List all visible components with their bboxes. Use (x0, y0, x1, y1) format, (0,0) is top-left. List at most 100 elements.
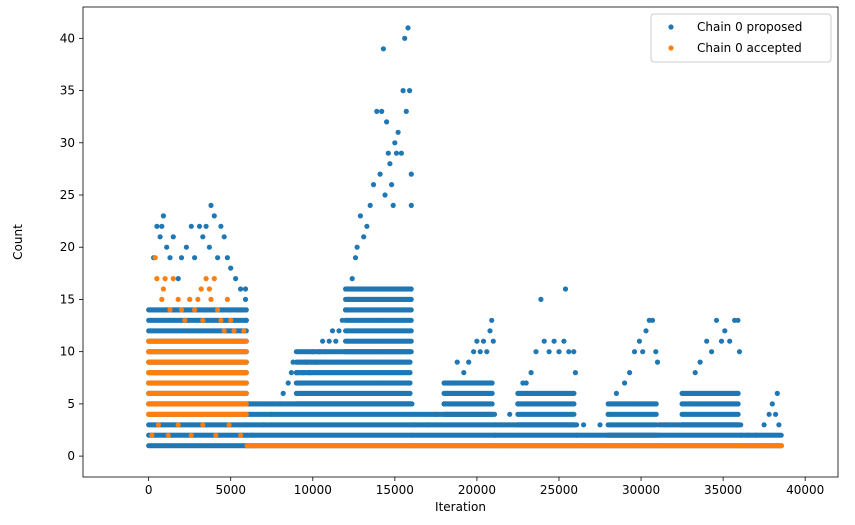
plot-frame (82, 6, 839, 478)
accepted-point (182, 317, 188, 323)
proposed-point (323, 349, 329, 355)
proposed-point (649, 317, 656, 323)
proposed-point (154, 223, 160, 229)
proposed-point (551, 338, 557, 344)
accepted-point (224, 296, 230, 302)
proposed-point (408, 296, 414, 302)
proposed-point (718, 338, 725, 344)
x-axis: 0 5000 10000 15000 20000 25000 30000 35000 40000 (145, 477, 824, 497)
accepted-point (243, 370, 249, 376)
accepted-point (236, 338, 242, 344)
accepted-point (243, 359, 249, 365)
proposed-point (489, 401, 495, 407)
accepted-point (208, 296, 214, 302)
y-tick-label: 30 (60, 136, 75, 150)
proposed-point (425, 422, 431, 428)
proposed-point (773, 411, 779, 417)
proposed-point (407, 359, 413, 365)
proposed-point (653, 349, 659, 355)
proposed-point (735, 390, 741, 396)
plot-area (146, 25, 785, 449)
proposed-point (735, 411, 741, 417)
proposed-point (640, 349, 646, 355)
proposed-point (398, 150, 404, 156)
accepted-point (160, 286, 166, 292)
proposed-point (196, 223, 203, 229)
accepted-point (243, 390, 249, 396)
proposed-point (408, 317, 414, 323)
proposed-point (778, 432, 784, 438)
proposed-point (285, 380, 291, 386)
proposed-point (489, 380, 495, 386)
legend-label-proposed: Chain 0 proposed (697, 20, 802, 34)
y-tick-label: 0 (67, 449, 75, 463)
proposed-point (280, 390, 286, 396)
proposed-point (454, 359, 460, 365)
proposed-point (361, 234, 367, 240)
proposed-point (489, 317, 495, 323)
proposed-point (477, 349, 483, 355)
accepted-point (155, 422, 162, 428)
proposed-point (541, 338, 547, 344)
proposed-point (384, 119, 390, 125)
proposed-point (382, 192, 388, 198)
proposed-point (528, 370, 534, 376)
proposed-point (433, 411, 439, 417)
proposed-point (392, 140, 398, 146)
proposed-point (562, 286, 569, 292)
accepted-point (213, 432, 219, 438)
proposed-point (343, 307, 349, 313)
proposed-point (346, 296, 352, 302)
proposed-point (339, 317, 345, 323)
proposed-point (387, 161, 393, 167)
accepted-point (243, 411, 249, 417)
proposed-point (242, 286, 249, 292)
proposed-point (370, 182, 377, 188)
proposed-point (571, 422, 577, 428)
proposed-point (303, 359, 309, 365)
proposed-point (352, 255, 359, 261)
proposed-point (297, 380, 303, 386)
proposed-point (159, 223, 165, 229)
accepted-point (241, 328, 247, 334)
accepted-point (152, 255, 158, 261)
accepted-point (228, 317, 234, 323)
proposed-point (175, 276, 181, 282)
proposed-point (444, 390, 450, 396)
proposed-point (206, 244, 212, 250)
accepted-point (154, 276, 160, 282)
accepted-point (238, 432, 244, 438)
proposed-point (484, 349, 490, 355)
proposed-point (333, 338, 339, 344)
proposed-point (349, 276, 355, 282)
proposed-point (310, 349, 316, 355)
proposed-point (293, 370, 299, 376)
proposed-point (208, 202, 214, 208)
proposed-point (164, 244, 170, 250)
proposed-point (320, 338, 326, 344)
x-tick-label: 20000 (458, 483, 496, 497)
proposed-point (407, 88, 413, 94)
proposed-point (571, 411, 577, 417)
proposed-point (556, 349, 562, 355)
proposed-point (408, 307, 414, 313)
proposed-point (203, 223, 209, 229)
proposed-point (385, 150, 391, 156)
proposed-point (260, 422, 267, 428)
y-tick-label: 5 (67, 397, 75, 411)
proposed-point (498, 422, 505, 428)
proposed-point (357, 213, 363, 219)
accepted-point (211, 276, 217, 282)
proposed-point (663, 422, 669, 428)
proposed-point (407, 380, 413, 386)
accepted-point (243, 349, 249, 355)
proposed-point (379, 108, 385, 114)
proposed-point (474, 338, 480, 344)
proposed-point (774, 390, 780, 396)
proposed-point (393, 150, 400, 156)
proposed-point (170, 234, 176, 240)
proposed-point (466, 359, 472, 365)
proposed-point (697, 359, 703, 365)
proposed-point (364, 223, 370, 229)
proposed-point (242, 296, 249, 302)
